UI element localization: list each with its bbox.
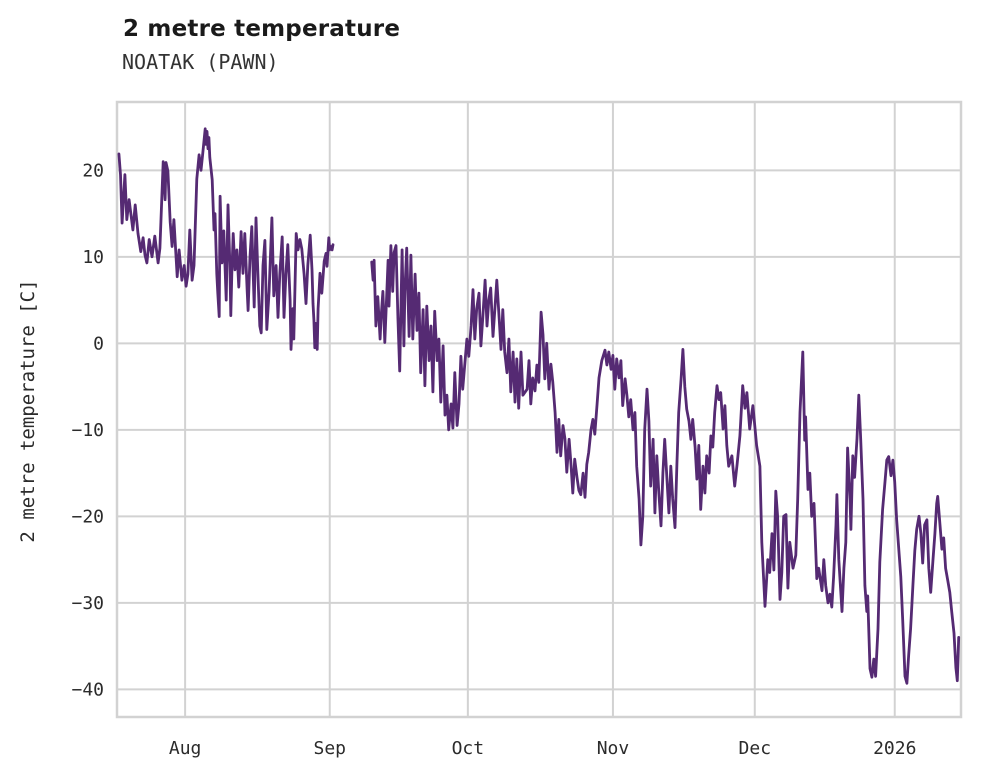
y-tick-label: −40 xyxy=(71,679,104,700)
y-tick-label: −30 xyxy=(71,593,104,614)
plot-border xyxy=(115,100,963,719)
x-tick-label: 2026 xyxy=(873,738,916,759)
chart-subtitle: NOATAK (PAWN) xyxy=(122,50,279,74)
y-tick-label: 20 xyxy=(82,160,104,181)
temperature-series-line xyxy=(117,127,335,351)
chart-title: 2 metre temperature xyxy=(123,16,401,42)
y-tick-label: −20 xyxy=(71,506,104,527)
x-tick-label: Dec xyxy=(739,738,772,759)
y-tick-label: 10 xyxy=(82,247,104,268)
x-tick-label: Oct xyxy=(452,738,485,759)
y-tick-label: 0 xyxy=(93,333,104,354)
temperature-series-line xyxy=(370,244,961,685)
series-layer xyxy=(117,127,961,685)
grid-layer xyxy=(115,100,963,719)
tick-layer: Aug Sep Oct Nov Dec 2026 20 10 0 −10 −20 −30 −40 xyxy=(71,160,916,759)
x-tick-label: Sep xyxy=(313,738,346,759)
x-tick-label: Nov xyxy=(597,738,630,759)
y-tick-label: −10 xyxy=(71,420,104,441)
x-tick-label: Aug xyxy=(169,738,202,759)
